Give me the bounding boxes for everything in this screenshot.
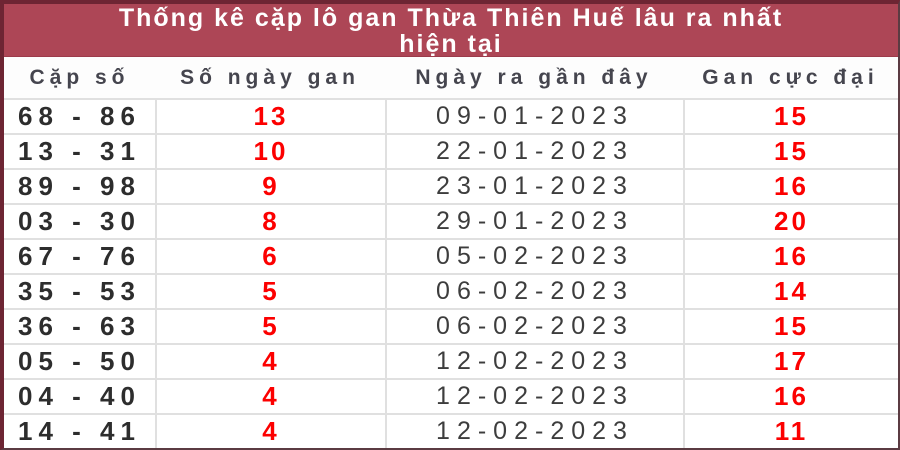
- gan-days-cell: 6: [155, 240, 385, 273]
- table-row: 36 - 63 5 06-02-2023 15: [4, 308, 898, 343]
- max-gan-cell: 16: [683, 170, 898, 203]
- table-title: Thống kê cặp lô gan Thừa Thiên Huế lâu r…: [4, 4, 898, 57]
- table-row: 14 - 41 4 12-02-2023 11: [4, 413, 898, 448]
- table-body: 68 - 86 13 09-01-2023 15 13 - 31 10 22-0…: [4, 98, 898, 448]
- last-date-cell: 29-01-2023: [385, 205, 683, 238]
- gan-days-cell: 5: [155, 275, 385, 308]
- table-row: 13 - 31 10 22-01-2023 15: [4, 133, 898, 168]
- table-row: 03 - 30 8 29-01-2023 20: [4, 203, 898, 238]
- gan-days-cell: 4: [155, 345, 385, 378]
- last-date-cell: 05-02-2023: [385, 240, 683, 273]
- max-gan-cell: 20: [683, 205, 898, 238]
- pair-cell: 13 - 31: [18, 136, 141, 166]
- max-gan-cell: 17: [683, 345, 898, 378]
- last-date-cell: 06-02-2023: [385, 275, 683, 308]
- table-row: 35 - 53 5 06-02-2023 14: [4, 273, 898, 308]
- max-gan-cell: 15: [683, 310, 898, 343]
- last-date-cell: 12-02-2023: [385, 380, 683, 413]
- last-date-cell: 09-01-2023: [385, 100, 683, 133]
- column-header-last-date: Ngày ra gần đây: [415, 65, 653, 89]
- table-header-row: Cặp số Số ngày gan Ngày ra gần đây Gan c…: [4, 57, 898, 98]
- max-gan-cell: 11: [683, 415, 898, 448]
- column-header-pair: Cặp số: [29, 65, 130, 89]
- pair-cell: 04 - 40: [18, 381, 141, 411]
- max-gan-cell: 15: [683, 100, 898, 133]
- table-row: 04 - 40 4 12-02-2023 16: [4, 378, 898, 413]
- pair-cell: 35 - 53: [18, 276, 141, 306]
- gan-days-cell: 13: [155, 100, 385, 133]
- gan-days-cell: 5: [155, 310, 385, 343]
- pair-cell: 68 - 86: [18, 101, 141, 131]
- last-date-cell: 23-01-2023: [385, 170, 683, 203]
- table-row: 68 - 86 13 09-01-2023 15: [4, 98, 898, 133]
- max-gan-cell: 15: [683, 135, 898, 168]
- max-gan-cell: 14: [683, 275, 898, 308]
- table-title-line-2: hiện tại: [399, 30, 503, 58]
- gan-days-cell: 4: [155, 415, 385, 448]
- gan-days-cell: 9: [155, 170, 385, 203]
- max-gan-cell: 16: [683, 380, 898, 413]
- gan-days-cell: 10: [155, 135, 385, 168]
- column-header-gan-days: Số ngày gan: [180, 65, 360, 89]
- pair-cell: 03 - 30: [18, 206, 141, 236]
- pair-cell: 67 - 76: [18, 241, 141, 271]
- gan-days-cell: 4: [155, 380, 385, 413]
- last-date-cell: 22-01-2023: [385, 135, 683, 168]
- table-row: 05 - 50 4 12-02-2023 17: [4, 343, 898, 378]
- max-gan-cell: 16: [683, 240, 898, 273]
- pair-cell: 36 - 63: [18, 311, 141, 341]
- table-row: 89 - 98 9 23-01-2023 16: [4, 168, 898, 203]
- last-date-cell: 12-02-2023: [385, 345, 683, 378]
- column-header-max-gan: Gan cực đại: [702, 65, 879, 89]
- last-date-cell: 12-02-2023: [385, 415, 683, 448]
- pair-cell: 05 - 50: [18, 346, 141, 376]
- pair-cell: 14 - 41: [18, 416, 141, 446]
- gan-days-cell: 8: [155, 205, 385, 238]
- last-date-cell: 06-02-2023: [385, 310, 683, 343]
- pair-cell: 89 - 98: [18, 171, 141, 201]
- table-row: 67 - 76 6 05-02-2023 16: [4, 238, 898, 273]
- table-title-line-1: Thống kê cặp lô gan Thừa Thiên Huế lâu r…: [118, 4, 784, 32]
